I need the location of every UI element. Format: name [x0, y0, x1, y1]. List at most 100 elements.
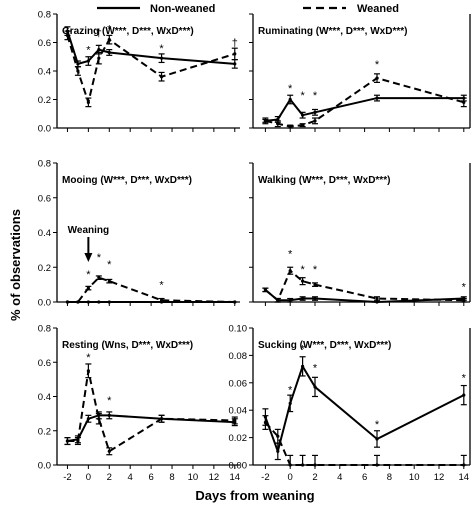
- data-point: [159, 417, 164, 421]
- y-tick-label: 0.6: [38, 193, 51, 204]
- weaning-arrow-head: [84, 253, 93, 262]
- significance-mark: *: [462, 372, 467, 384]
- x-tick-label: 4: [128, 472, 133, 483]
- panel-3: 0.0 0.2 0.4 0.6 0.8 Mooing (W***, D***, WxD**…: [38, 159, 240, 309]
- series-line-weaned: [264, 269, 464, 302]
- y-tick-label: 0.8: [38, 324, 51, 335]
- series-line-weaned: [265, 77, 465, 128]
- y-tick-label: 0.02: [229, 433, 248, 444]
- panel-1: 0.0 0.2 0.4 0.6 0.8 Grazing (W***, D***, WxD*…: [38, 10, 240, 135]
- data-point: [97, 417, 101, 421]
- y-tick-label: 0.6: [38, 358, 51, 369]
- legend: Non-weaned Weaned: [97, 3, 399, 15]
- data-point: [97, 276, 101, 280]
- data-point: [86, 59, 90, 63]
- data-point: [375, 437, 379, 441]
- x-tick-label: 2: [312, 472, 317, 483]
- data-point: [276, 434, 280, 438]
- significance-mark: *: [107, 23, 112, 35]
- data-point: [276, 449, 280, 453]
- data-point: [107, 38, 111, 42]
- y-tick-label: 0.08: [229, 351, 248, 362]
- x-tick-label: 0: [86, 472, 91, 483]
- data-point: [375, 76, 379, 80]
- significance-mark: *: [86, 352, 91, 364]
- data-point: [233, 418, 237, 423]
- weaning-label: Weaning: [68, 225, 109, 236]
- legend-label-weaned: Weaned: [357, 3, 399, 15]
- panel-title: Resting (Wns, D***, WxD***): [62, 340, 193, 351]
- significance-mark: †: [232, 38, 238, 50]
- x-tick-label: 4: [337, 472, 342, 483]
- data-point: [159, 56, 164, 60]
- data-point: [76, 439, 80, 443]
- y-tick-label: 0.6: [38, 38, 51, 49]
- x-tick-label: -2: [261, 472, 269, 483]
- y-tick-label: 0.8: [38, 10, 51, 21]
- data-point: [301, 463, 305, 467]
- data-point: [233, 52, 237, 56]
- data-point: [276, 298, 280, 302]
- data-point: [313, 110, 317, 114]
- data-point: [65, 300, 70, 304]
- significance-mark: *: [313, 264, 318, 276]
- data-point: [301, 279, 305, 283]
- significance-mark: *: [288, 248, 293, 260]
- data-point: [462, 393, 466, 397]
- significance-mark: *: [159, 280, 164, 292]
- data-point: [462, 100, 466, 104]
- y-tick-label: 0.0: [38, 298, 51, 309]
- data-point: [86, 286, 90, 290]
- significance-mark: *: [462, 281, 467, 293]
- data-point: [313, 296, 317, 301]
- x-tick-label: 14: [459, 472, 470, 483]
- significance-mark: *: [313, 363, 318, 375]
- data-point: [86, 100, 90, 104]
- data-point: [375, 463, 379, 467]
- data-point: [313, 463, 317, 467]
- series-line-weaned: [67, 276, 235, 303]
- x-tick-label: 8: [169, 472, 174, 483]
- data-point: [76, 69, 80, 73]
- significance-mark: *: [375, 59, 380, 71]
- significance-mark: *: [288, 385, 293, 397]
- chart-panels: 0.0 0.2 0.4 0.6 0.8 Grazing (W***, D***, WxD*…: [38, 10, 471, 483]
- x-tick-label: 8: [387, 472, 392, 483]
- panel-title: Walking (W***, D***, WxD***): [258, 175, 390, 186]
- data-point: [107, 50, 111, 55]
- x-tick-label: 6: [148, 472, 153, 483]
- x-tick-label: 2: [107, 472, 112, 483]
- data-point: [159, 298, 164, 302]
- data-point: [313, 385, 317, 389]
- data-point: [375, 296, 379, 301]
- x-tick-label: -2: [63, 472, 71, 483]
- y-tick-label: 0.2: [38, 426, 51, 437]
- y-tick-label: 0.04: [229, 406, 248, 417]
- data-point: [107, 413, 111, 417]
- panel-title: Ruminating (W***, D***, WxD***): [258, 26, 407, 37]
- data-point: [233, 62, 237, 66]
- panel-title: Sucking (W***, D***, WxD***): [258, 340, 391, 351]
- data-point: [462, 463, 466, 467]
- significance-mark: *: [159, 43, 164, 55]
- data-point: [107, 279, 111, 283]
- y-tick-label: 0.10: [229, 324, 248, 335]
- data-point: [97, 56, 101, 60]
- panel-4: Walking (W***, D***, WxD***) * * * *: [249, 162, 471, 306]
- data-point: [276, 117, 280, 122]
- y-tick-label: 0.4: [38, 67, 51, 78]
- data-point: [65, 439, 70, 443]
- x-tick-label: 6: [362, 472, 367, 483]
- data-point: [462, 298, 466, 302]
- data-point: [375, 300, 379, 304]
- series-line-weaned: [67, 370, 235, 453]
- x-tick-label: 14: [229, 472, 240, 483]
- y-tick-label: 0.0: [38, 461, 51, 472]
- significance-mark: *: [300, 90, 305, 102]
- significance-mark: *: [313, 90, 318, 102]
- significance-mark: *: [86, 45, 91, 57]
- data-point: [288, 124, 292, 129]
- data-point: [263, 119, 267, 123]
- y-tick-label: 0.8: [38, 159, 51, 170]
